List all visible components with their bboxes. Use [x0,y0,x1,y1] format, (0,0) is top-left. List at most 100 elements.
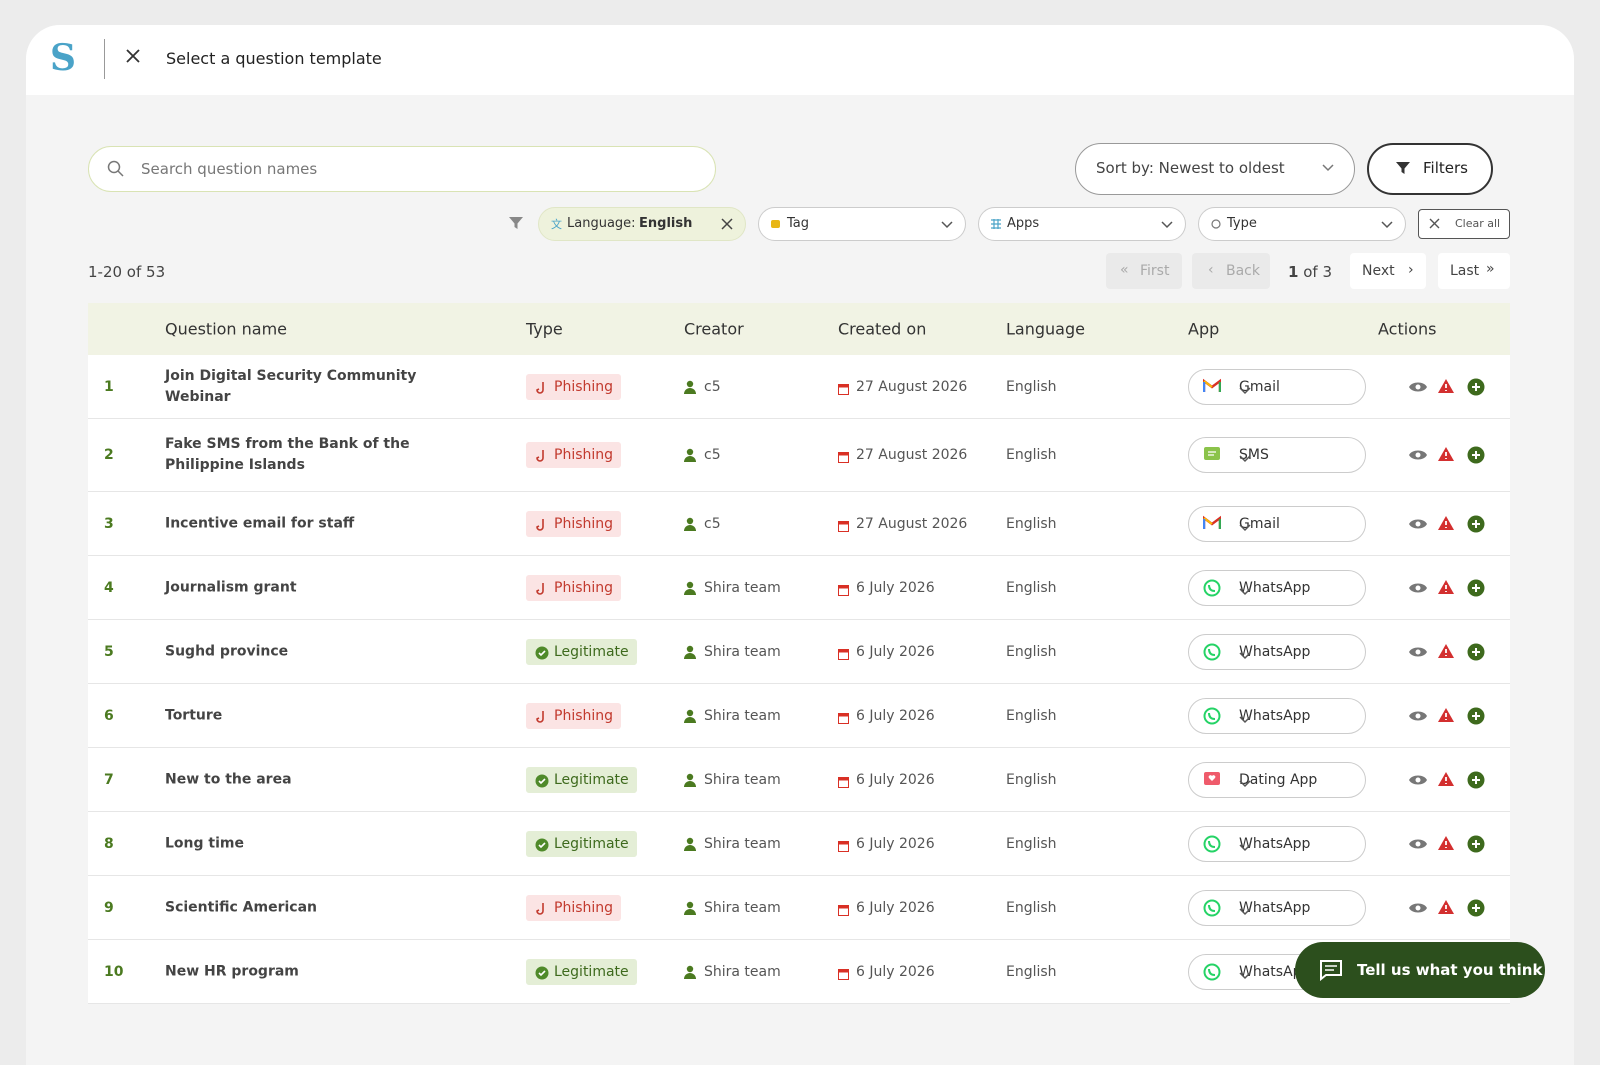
user-icon-graphic [684,581,696,595]
type-label: Legitimate [554,835,629,852]
preview-action-graphic [1409,583,1427,592]
back-button[interactable]: ‹ Back [1192,253,1270,289]
user-icon [684,708,696,727]
app-select[interactable]: SMS [1188,437,1366,473]
chip-remove[interactable] [721,218,733,230]
page: S Select a question template Search ques… [26,25,1574,1004]
report-action-graphic [1438,579,1454,594]
calendar-icon-graphic [838,904,849,916]
language: English [1006,707,1057,724]
calendar-icon [838,901,849,920]
type-icon [535,582,549,600]
table-row: 8 Long time Legitimate Shira team 6 July 202… [88,812,1510,876]
language: English [1006,515,1057,532]
app-icon [1203,707,1221,729]
first-button[interactable]: «First [1106,253,1182,289]
search-icon [107,160,124,177]
report-action [1437,579,1455,599]
chevron-graphic [1239,971,1251,979]
last-button[interactable]: Last» [1438,253,1510,289]
calendar-icon [838,965,849,984]
type-icon [535,838,549,856]
preview-action-graphic [1409,450,1427,460]
creator: Shira team [704,835,781,852]
search-input[interactable]: Search question names [88,146,716,192]
next-button[interactable]: Next › [1350,253,1426,289]
language: English [1006,447,1057,463]
header: S Select a question template [26,25,1574,95]
creator: Shira team [704,579,781,596]
sort-select[interactable]: Sort by: Newest to oldest [1075,143,1355,195]
language-chip[interactable]: 文 Language: English [538,207,746,241]
clear-all-button[interactable]: Clear all [1418,209,1510,239]
app-select[interactable]: WhatsApp [1188,569,1366,606]
search-placeholder: Search question names [141,160,318,178]
add-action-graphic [1467,446,1485,464]
type-label: Phishing [554,515,614,532]
creator: Shira team [704,643,781,660]
report-action [1437,707,1455,727]
type-icon [535,774,549,792]
app-select[interactable]: WhatsApp [1188,697,1366,734]
question-name: Join Digital Security Community Webinar [165,367,417,405]
close-button[interactable] [124,47,142,65]
creator: c5 [704,515,721,532]
page-total: of 3 [1303,263,1332,281]
filters-button[interactable]: Filters [1367,143,1493,195]
created-on: 6 July 2026 [856,579,935,596]
app-select[interactable]: WhatsApp [1188,633,1366,670]
chip-key: Language: [567,216,636,231]
type-icon [1211,219,1221,229]
row-index: 2 [104,447,114,463]
preview-action [1408,772,1428,791]
tag-chip[interactable]: Tag [758,207,966,241]
type-icon-graphic [536,902,544,915]
type-badge: Legitimate [526,830,637,857]
type-badge: Legitimate [526,638,637,665]
type-chip[interactable]: Type [1198,207,1406,241]
app-select[interactable]: WhatsApp [1188,889,1366,926]
type-label: Legitimate [554,643,629,660]
apps-chip[interactable]: Apps [978,207,1186,241]
type-label: Phishing [554,447,614,463]
user-icon-graphic [684,901,696,915]
row-index: 3 [104,515,114,532]
created-on: 6 July 2026 [856,643,935,660]
calendar-icon [838,773,849,792]
chevron-graphic [1239,651,1251,659]
report-action [1437,835,1455,855]
app-icon-graphic [1203,899,1221,916]
user-icon-graphic [684,965,696,979]
report-action [1437,643,1455,663]
app-select[interactable]: Gmail [1188,368,1366,405]
app-icon-graphic [1203,963,1221,980]
filter-icon [1396,162,1410,174]
preview-action-graphic [1409,711,1427,720]
app-select[interactable]: Dating App [1188,761,1366,798]
report-action [1437,378,1455,398]
report-action-graphic [1438,643,1454,658]
user-icon [684,772,696,791]
table-row: 1 Join Digital Security Community Webinar… [88,355,1510,419]
app-name: Gmail [1239,515,1280,532]
app-name: WhatsApp [1239,579,1311,596]
chevron [1239,968,1353,984]
app-icon [1203,835,1221,857]
user-icon [684,836,696,855]
chevron [1239,584,1353,600]
type-icon-graphic [535,774,549,787]
table-row: 2 Fake SMS from the Bank of the Philippin… [88,419,1510,492]
app-select[interactable]: Gmail [1188,505,1366,542]
app-icon-graphic [1202,515,1222,529]
user-icon-graphic [684,517,696,531]
chevron-graphic [1239,843,1251,851]
add-action-graphic [1467,515,1485,532]
app-select[interactable]: WhatsApp [1188,825,1366,862]
feedback-button[interactable]: Tell us what you think [1295,942,1545,998]
type-icon-graphic [535,838,549,851]
language: English [1006,899,1057,916]
question-name: New HR program [165,963,299,979]
add-action [1467,579,1485,601]
calendar-icon-graphic [838,520,849,532]
question-name: Long time [165,835,244,851]
